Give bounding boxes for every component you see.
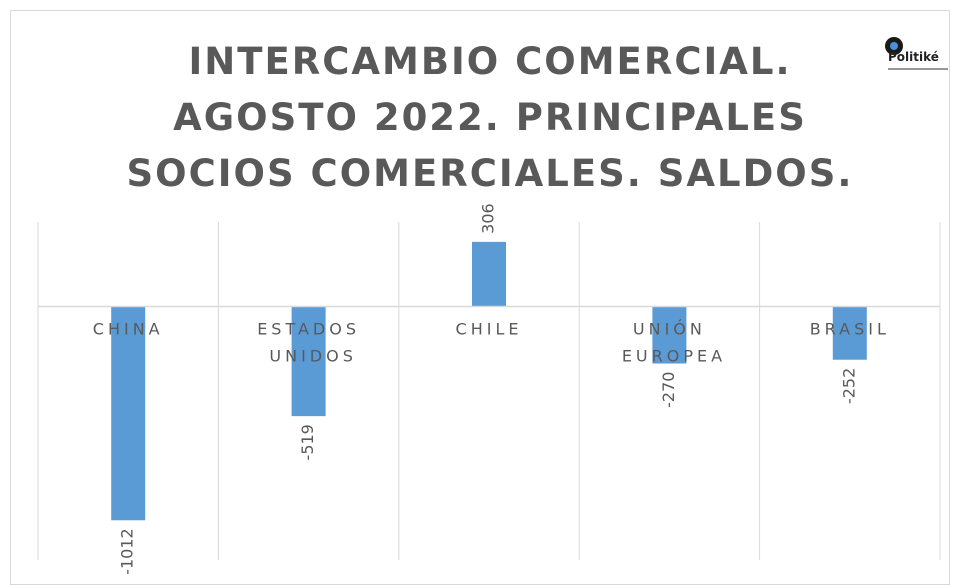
bar	[111, 306, 146, 521]
logo: Politiké	[880, 34, 950, 84]
value-label: 306	[479, 203, 498, 234]
logo-text: Politiké	[888, 50, 939, 64]
value-label: -270	[659, 372, 678, 408]
value-label: -252	[839, 368, 858, 404]
value-label: -1012	[118, 528, 137, 575]
x-tick-label: UNIÓN EUROPEA	[613, 320, 726, 366]
x-tick-label: CHINA	[93, 320, 164, 339]
bar	[832, 306, 867, 360]
bar	[652, 306, 687, 364]
x-tick-label: BRASIL	[810, 320, 890, 339]
x-tick-label: CHILE	[456, 320, 523, 339]
x-tick-label: ESTADOS UNIDOS	[257, 320, 360, 366]
bar	[291, 306, 326, 417]
chart-title: INTERCAMBIO COMERCIAL. AGOSTO 2022. PRIN…	[126, 40, 854, 195]
value-label: -519	[298, 424, 317, 460]
logo-icon	[885, 37, 948, 70]
bar	[472, 241, 506, 307]
